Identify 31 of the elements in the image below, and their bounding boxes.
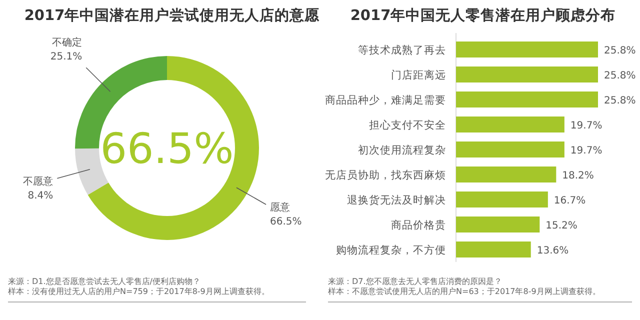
y-tick-label: 购物流程复杂，不方便 <box>336 244 446 256</box>
y-tick-label: 退换货无法及时解决 <box>347 194 446 206</box>
y-tick-label: 门店距离远 <box>391 68 446 82</box>
chart-title: 2017年中国无人零售潜在用户顾虑分布 <box>350 6 616 24</box>
data-label: 16.7% <box>554 196 586 206</box>
text: 样本：不愿意尝试使用无人店的用户N=63；于2017年8-9月网上调查获得。 <box>328 287 600 296</box>
y-tick-label: 担心支付不安全 <box>369 118 446 132</box>
y-tick-label: 等技术成熟了再去 <box>358 44 446 56</box>
data-label: 18.2% <box>562 170 594 182</box>
chart-title: 2017年中国潜在用户尝试使用无人店的意愿 <box>24 6 321 24</box>
data-label: 25.8% <box>604 96 636 106</box>
slice-label: 愿意 <box>270 201 290 214</box>
slice-label: 不愿意 <box>23 175 54 188</box>
text: 样本：没有使用过无人店的用户N=759；于2017年8-9月网上调查获得。 <box>8 287 270 296</box>
y-tick-label: 无店员协助，找东西麻烦 <box>325 168 446 182</box>
y-tick-label: 商品价格贵 <box>391 218 446 232</box>
data-label: 8.4% <box>28 190 54 202</box>
text: 66.5% <box>100 124 234 173</box>
data-label: 25.8% <box>604 46 636 56</box>
slice-label: 不确定 <box>52 36 82 49</box>
data-label: 19.7% <box>570 146 602 156</box>
y-tick-label: 初次使用流程复杂 <box>358 144 446 156</box>
data-label: 15.2% <box>546 220 578 232</box>
data-label: 13.6% <box>536 246 569 256</box>
data-label: 66.5% <box>270 216 302 228</box>
y-tick-label: 商品品种少，难满足需要 <box>325 94 446 106</box>
source-note: 来源：D7.您不愿意去无人零售店消费的原因是？ <box>328 277 502 286</box>
data-label: 25.8% <box>604 70 636 82</box>
data-label: 25.1% <box>50 52 82 63</box>
data-label: 19.7% <box>570 120 602 132</box>
source-note: 来源：D1.您是否愿意尝试去无人零售店/便利店购物？ <box>8 277 200 286</box>
